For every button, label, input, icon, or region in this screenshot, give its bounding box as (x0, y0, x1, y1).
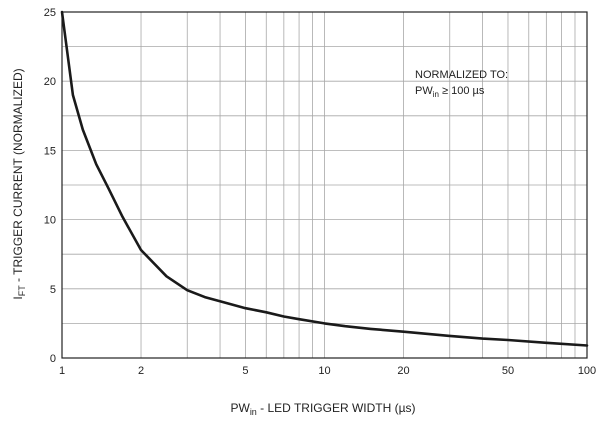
y-tick-label: 0 (50, 353, 56, 365)
x-axis-title-rest: - LED TRIGGER WIDTH (µs) (257, 401, 416, 415)
x-tick-label: 10 (318, 365, 330, 377)
y-axis-title-main: I (11, 296, 25, 299)
x-tick-label: 1 (59, 365, 65, 377)
x-tick-label: 5 (242, 365, 248, 377)
y-tick-label: 10 (44, 215, 56, 227)
annotation-condition: ≥ 100 µs (439, 85, 485, 97)
x-axis-title-main: PW (230, 401, 250, 415)
annotation-pw: PW (415, 85, 433, 97)
y-tick-label: 5 (50, 284, 56, 296)
y-axis-title: IFT - TRIGGER CURRENT (NORMALIZED) (11, 68, 27, 299)
x-axis-title: PWin - LED TRIGGER WIDTH (µs) (230, 401, 415, 417)
x-tick-label: 50 (502, 365, 514, 377)
annotation-line-2: PWin ≥ 100 µs (415, 85, 485, 99)
grid-lines (62, 12, 587, 358)
x-tick-label: 100 (578, 365, 596, 377)
trigger-current-curve (60, 10, 589, 347)
x-tick-labels: 1 2 5 10 20 50 100 (59, 365, 596, 377)
plot-frame (61, 11, 588, 359)
y-tick-labels: 0 5 10 15 20 25 (44, 7, 56, 365)
x-axis-title-subscript: in (250, 407, 257, 417)
x-tick-label: 20 (397, 365, 409, 377)
x-tick-label: 2 (138, 365, 144, 377)
annotation-pw-subscript: in (433, 90, 439, 99)
y-tick-label: 20 (44, 76, 56, 88)
y-axis-title-rest: - TRIGGER CURRENT (NORMALIZED) (11, 68, 25, 285)
y-axis-title-subscript: FT (17, 285, 27, 296)
annotation-line-1: NORMALIZED TO: (415, 69, 508, 81)
y-tick-label: 15 (44, 145, 56, 157)
y-tick-label: 25 (44, 7, 56, 19)
